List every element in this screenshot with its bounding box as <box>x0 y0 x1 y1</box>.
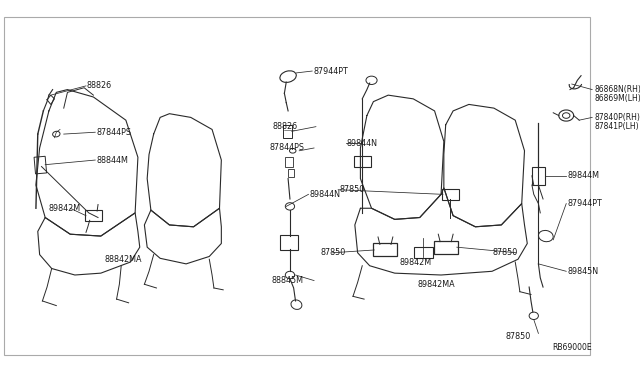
Text: 87850: 87850 <box>506 332 531 341</box>
Text: 87841P(LH): 87841P(LH) <box>594 122 639 131</box>
Text: 86869M(LH): 86869M(LH) <box>594 94 640 103</box>
Bar <box>34 156 47 174</box>
Text: 89844N: 89844N <box>309 190 340 199</box>
Text: 87840P(RH): 87840P(RH) <box>594 113 640 122</box>
Text: 88845M: 88845M <box>271 276 303 285</box>
Text: 87844PS: 87844PS <box>96 128 131 137</box>
Text: 89842MA: 89842MA <box>418 280 456 289</box>
Text: 89842M: 89842M <box>399 257 431 266</box>
Text: 87850: 87850 <box>493 248 518 257</box>
Text: 87850: 87850 <box>321 248 346 257</box>
Bar <box>288 169 294 177</box>
Bar <box>285 157 292 167</box>
Text: 88826: 88826 <box>87 81 112 90</box>
Text: 88826: 88826 <box>273 122 298 131</box>
Text: 89844N: 89844N <box>346 139 378 148</box>
Bar <box>282 125 292 138</box>
Text: 89844M: 89844M <box>567 171 599 180</box>
Text: 89845N: 89845N <box>567 267 598 276</box>
Text: 87944PT: 87944PT <box>313 67 348 76</box>
Text: RB69000E: RB69000E <box>552 343 592 352</box>
Bar <box>532 167 545 185</box>
Text: 86868N(RH): 86868N(RH) <box>594 85 640 94</box>
Text: 88842MA: 88842MA <box>104 255 142 264</box>
Text: 89842M: 89842M <box>49 204 81 213</box>
Text: 87850: 87850 <box>339 185 364 194</box>
Text: 87844PS: 87844PS <box>269 144 305 153</box>
Text: 88844M: 88844M <box>96 155 128 164</box>
Text: 87944PT: 87944PT <box>567 199 602 208</box>
